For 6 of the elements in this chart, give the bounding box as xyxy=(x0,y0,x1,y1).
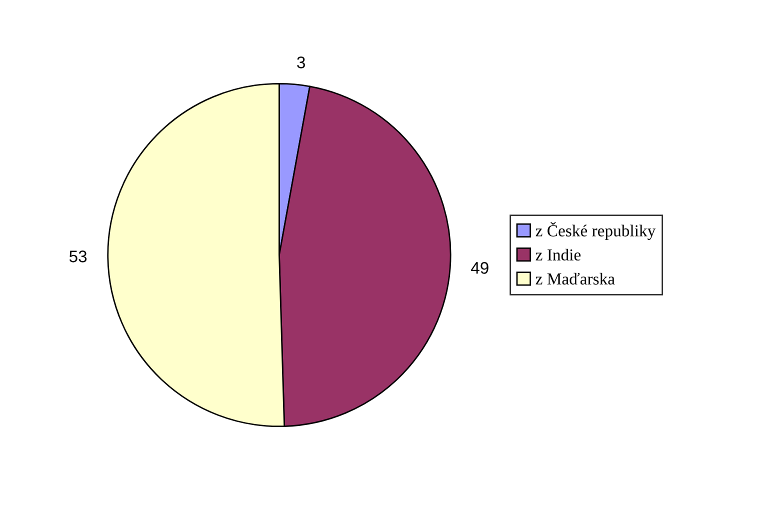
legend-label: z České republiky xyxy=(536,222,656,240)
legend-label: z Maďarska xyxy=(536,272,615,285)
data-label: 49 xyxy=(470,262,488,274)
legend-label: z Indie xyxy=(536,248,581,261)
data-label: 53 xyxy=(69,250,87,262)
data-label: 3 xyxy=(297,56,305,68)
